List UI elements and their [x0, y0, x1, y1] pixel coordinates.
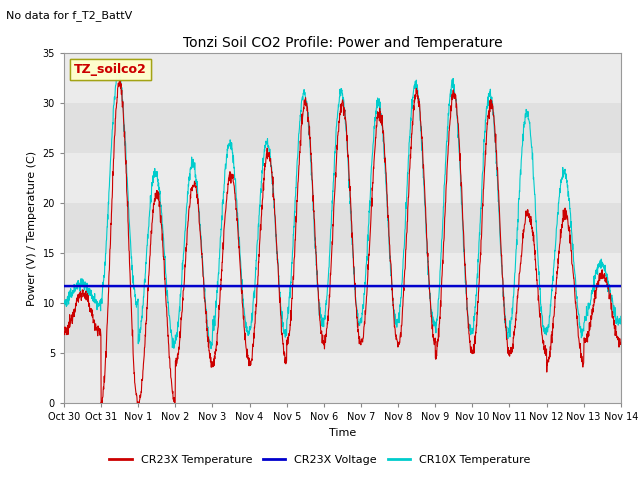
Y-axis label: Power (V) / Temperature (C): Power (V) / Temperature (C)	[27, 150, 37, 306]
Bar	[64, 103, 621, 153]
Bar	[64, 53, 621, 103]
Title: Tonzi Soil CO2 Profile: Power and Temperature: Tonzi Soil CO2 Profile: Power and Temper…	[182, 36, 502, 50]
Bar	[64, 253, 621, 303]
Legend: TZ_soilco2: TZ_soilco2	[70, 59, 150, 80]
Legend: CR23X Temperature, CR23X Voltage, CR10X Temperature: CR23X Temperature, CR23X Voltage, CR10X …	[105, 451, 535, 469]
Bar	[64, 353, 621, 403]
X-axis label: Time: Time	[329, 428, 356, 438]
Bar	[64, 203, 621, 253]
Text: No data for f_T2_BattV: No data for f_T2_BattV	[6, 10, 132, 21]
Bar	[64, 153, 621, 203]
Bar	[64, 303, 621, 353]
